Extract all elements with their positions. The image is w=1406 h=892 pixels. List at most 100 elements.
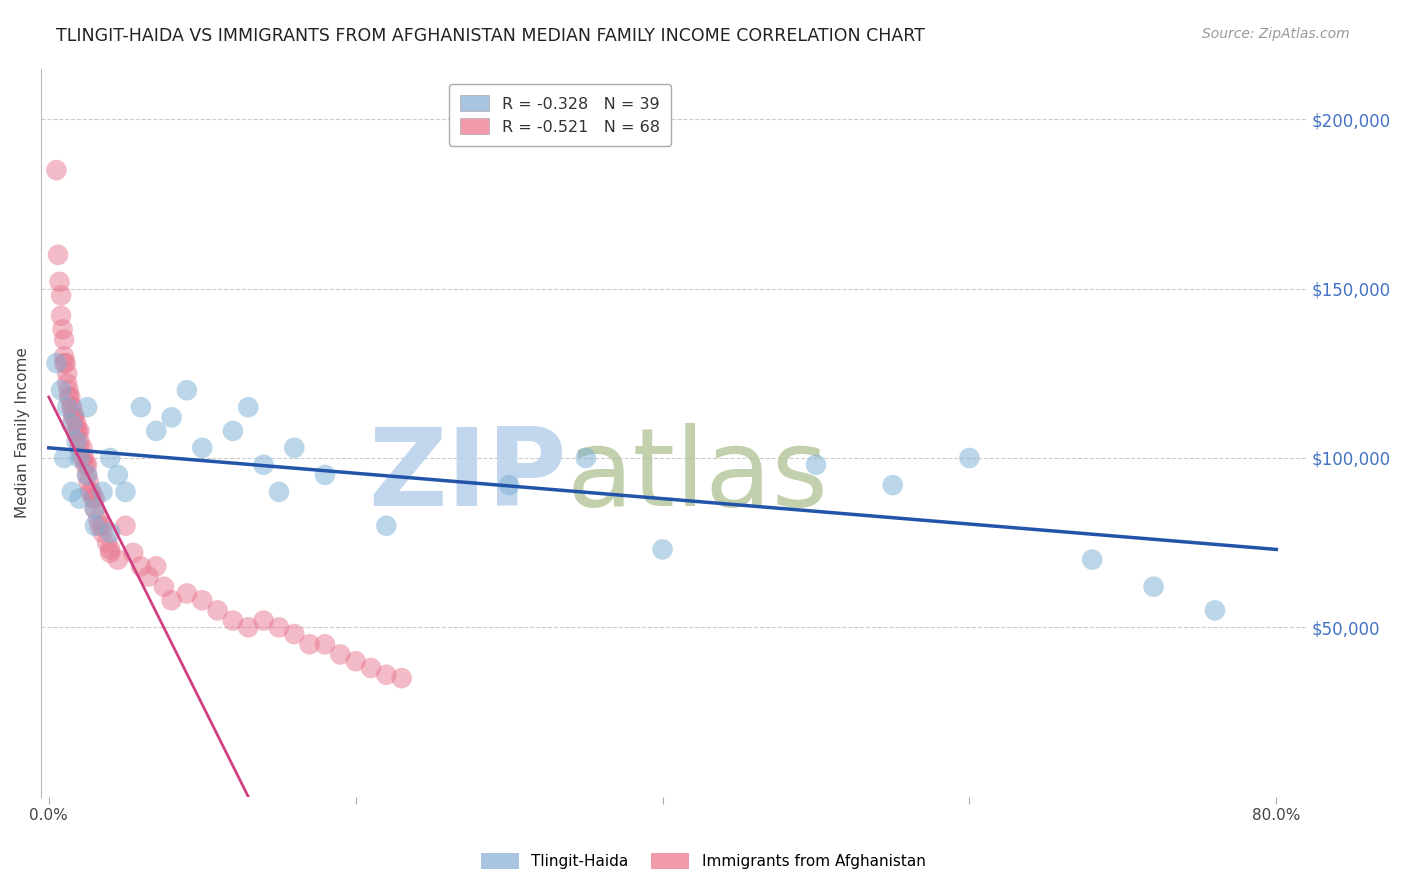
Point xyxy=(267,484,290,499)
Point xyxy=(69,441,91,455)
Point xyxy=(72,441,94,455)
Point xyxy=(238,620,260,634)
Point xyxy=(91,484,114,499)
Point xyxy=(176,384,198,398)
Point xyxy=(69,450,91,465)
Point xyxy=(83,501,105,516)
Point xyxy=(76,458,98,472)
Point xyxy=(87,512,110,526)
Point xyxy=(45,356,67,370)
Point xyxy=(60,400,83,414)
Point xyxy=(391,671,413,685)
Point xyxy=(60,417,83,431)
Point xyxy=(498,478,520,492)
Point xyxy=(191,593,214,607)
Point xyxy=(1081,552,1104,566)
Point xyxy=(959,450,981,465)
Point xyxy=(145,559,167,574)
Point xyxy=(298,637,321,651)
Point xyxy=(62,407,84,421)
Point xyxy=(56,376,79,391)
Point xyxy=(66,424,89,438)
Point xyxy=(80,484,103,499)
Point xyxy=(360,661,382,675)
Point xyxy=(53,350,76,364)
Point xyxy=(153,580,176,594)
Point xyxy=(98,525,121,540)
Point xyxy=(122,546,145,560)
Point xyxy=(252,458,274,472)
Point xyxy=(65,434,87,448)
Point xyxy=(83,518,105,533)
Point xyxy=(375,667,398,681)
Point xyxy=(76,400,98,414)
Point xyxy=(882,478,904,492)
Point xyxy=(96,535,118,549)
Point xyxy=(52,322,75,336)
Point xyxy=(222,424,245,438)
Point xyxy=(53,333,76,347)
Point xyxy=(69,424,91,438)
Point xyxy=(49,288,72,302)
Point xyxy=(63,410,86,425)
Point xyxy=(329,648,352,662)
Point xyxy=(191,441,214,455)
Text: TLINGIT-HAIDA VS IMMIGRANTS FROM AFGHANISTAN MEDIAN FAMILY INCOME CORRELATION CH: TLINGIT-HAIDA VS IMMIGRANTS FROM AFGHANI… xyxy=(56,27,925,45)
Point xyxy=(72,450,94,465)
Point xyxy=(65,424,87,438)
Point xyxy=(45,163,67,178)
Point xyxy=(575,450,598,465)
Point xyxy=(145,424,167,438)
Point xyxy=(98,546,121,560)
Point xyxy=(56,367,79,381)
Point xyxy=(98,542,121,557)
Point xyxy=(65,417,87,431)
Point xyxy=(77,475,100,489)
Point xyxy=(804,458,827,472)
Point xyxy=(53,356,76,370)
Point xyxy=(83,491,105,506)
Point xyxy=(160,410,183,425)
Point xyxy=(75,458,97,472)
Text: ZIP: ZIP xyxy=(368,424,567,529)
Point xyxy=(1204,603,1226,617)
Point xyxy=(76,467,98,482)
Point xyxy=(83,501,105,516)
Point xyxy=(62,410,84,425)
Point xyxy=(651,542,673,557)
Point xyxy=(73,450,96,465)
Point xyxy=(283,441,305,455)
Point xyxy=(283,627,305,641)
Legend: R = -0.328   N = 39, R = -0.521   N = 68: R = -0.328 N = 39, R = -0.521 N = 68 xyxy=(449,84,671,145)
Point xyxy=(129,559,152,574)
Point xyxy=(129,400,152,414)
Point xyxy=(58,390,80,404)
Point xyxy=(69,491,91,506)
Point xyxy=(56,400,79,414)
Point xyxy=(76,467,98,482)
Point xyxy=(55,356,77,370)
Point xyxy=(114,484,136,499)
Point xyxy=(89,518,111,533)
Point xyxy=(160,593,183,607)
Point xyxy=(252,614,274,628)
Point xyxy=(314,467,336,482)
Point xyxy=(375,518,398,533)
Point xyxy=(60,484,83,499)
Legend: Tlingit-Haida, Immigrants from Afghanistan: Tlingit-Haida, Immigrants from Afghanist… xyxy=(474,847,932,875)
Point xyxy=(53,450,76,465)
Point xyxy=(114,518,136,533)
Point xyxy=(238,400,260,414)
Point xyxy=(58,384,80,398)
Point xyxy=(98,450,121,465)
Point xyxy=(49,384,72,398)
Point xyxy=(176,586,198,600)
Point xyxy=(222,614,245,628)
Point xyxy=(107,467,129,482)
Point xyxy=(344,654,367,668)
Text: atlas: atlas xyxy=(567,424,828,529)
Point xyxy=(91,525,114,540)
Point xyxy=(69,434,91,448)
Point xyxy=(91,518,114,533)
Point xyxy=(207,603,229,617)
